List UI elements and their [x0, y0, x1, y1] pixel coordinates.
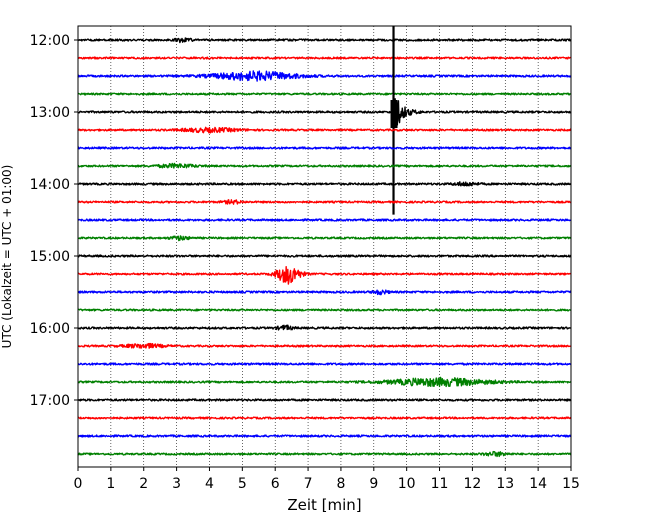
x-tick-label: 3: [172, 476, 181, 492]
trace-1715: [77, 416, 572, 420]
x-ticks: 0 1 2 3 4 5 6 7 8 9 10 11 12 13 14 15: [74, 467, 580, 492]
trace-1215: [77, 56, 572, 60]
trace-1445: [77, 235, 572, 242]
trace-1600: [77, 324, 572, 331]
x-tick-label: 10: [398, 476, 416, 492]
x-tick-label: 7: [304, 476, 313, 492]
trace-1400: [77, 181, 572, 187]
trace-1745: [77, 450, 572, 458]
trace-1645: [77, 376, 572, 388]
trace-1730: [77, 434, 572, 438]
y-tick-label: 16:00: [30, 321, 70, 337]
trace-1515: [77, 266, 572, 285]
x-tick-label: 6: [271, 476, 280, 492]
trace-1615: [77, 342, 572, 349]
x-tick-label: 9: [369, 476, 378, 492]
y-tick-label: 13:00: [30, 105, 70, 121]
x-tick-label: 8: [336, 476, 345, 492]
x-tick-label: 1: [106, 476, 115, 492]
x-tick-label: 0: [74, 476, 83, 492]
trace-1200: [77, 37, 572, 44]
trace-1330: [77, 146, 572, 150]
trace-1300: [77, 98, 572, 126]
x-tick-label: 11: [431, 476, 449, 492]
trace-layer: [77, 26, 572, 458]
trace-1315: [77, 126, 572, 134]
trace-1500: [77, 254, 572, 258]
y-tick-label: 15:00: [30, 249, 70, 265]
x-tick-label: 15: [562, 476, 580, 492]
trace-1630: [77, 362, 572, 366]
x-tick-label: 14: [529, 476, 547, 492]
trace-1530: [77, 289, 572, 296]
x-tick-label: 13: [496, 476, 514, 492]
trace-1700: [77, 398, 572, 402]
y-tick-label: 12:00: [30, 33, 70, 49]
x-tick-label: 12: [463, 476, 481, 492]
plot-frame: [77, 25, 572, 468]
x-axis-label: Zeit [min]: [287, 496, 361, 514]
trace-1345: [77, 162, 572, 169]
trace-1545: [77, 308, 572, 312]
y-ticks: 12:00 13:00 14:00 15:00 16:00 17:00: [30, 33, 78, 409]
trace-1430: [77, 218, 572, 222]
trace-1245: [77, 92, 572, 96]
trace-1230: [77, 70, 572, 82]
x-tick-label: 4: [205, 476, 214, 492]
trace-1415: [77, 199, 572, 205]
x-tick-label: 2: [139, 476, 148, 492]
event-burst: [390, 100, 398, 128]
y-tick-label: 14:00: [30, 177, 70, 193]
y-tick-label: 17:00: [30, 393, 70, 409]
y-axis-label: UTC (Lokalzeit = UTC + 01:00): [0, 165, 14, 349]
x-tick-label: 5: [238, 476, 247, 492]
